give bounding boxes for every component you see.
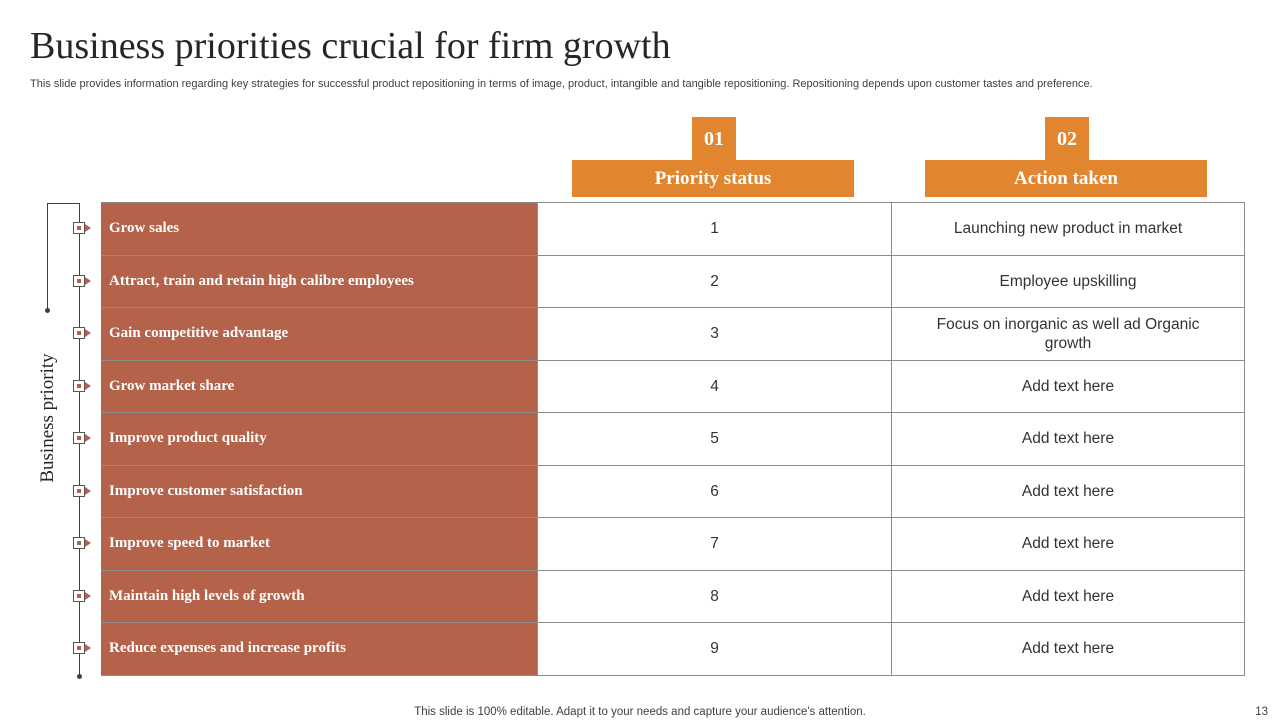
table-row: Reduce expenses and increase profits 9 Add… xyxy=(101,623,1245,676)
table-row: Improve product quality 5 Add text here xyxy=(101,413,1245,466)
table-row: Attract, train and retain high calibre e… xyxy=(101,255,1245,308)
table-row: Maintain high levels of growth 8 Add text … xyxy=(101,570,1245,623)
priority-status: 5 xyxy=(538,413,892,465)
priority-label: Reduce expenses and increase profits xyxy=(101,623,538,675)
timeline-marker-icon xyxy=(73,274,85,287)
marker-arrow-icon xyxy=(85,539,91,548)
action-taken: Add text here xyxy=(892,360,1245,412)
priority-label: Improve customer satisfaction xyxy=(101,465,538,517)
timeline-bracket-vertical xyxy=(47,203,48,310)
priority-status: 6 xyxy=(538,465,892,517)
action-taken: Employee upskilling xyxy=(892,255,1245,307)
column-number-1: 01 xyxy=(691,116,737,162)
marker-arrow-icon xyxy=(85,276,91,285)
priority-label: Grow sales xyxy=(101,203,538,255)
timeline-marker-icon xyxy=(73,537,85,550)
table-row: Grow market share 4 Add text here xyxy=(101,360,1245,413)
priority-label: Improve product quality xyxy=(101,413,538,465)
marker-arrow-icon xyxy=(85,381,91,390)
column-header-action-taken: Action taken xyxy=(925,160,1207,197)
timeline-marker-icon xyxy=(73,379,85,392)
axis-label: Business priority xyxy=(37,353,58,483)
marker-arrow-icon xyxy=(85,434,91,443)
priority-table: Grow sales 1 Launching new product in mark… xyxy=(101,202,1245,676)
timeline-marker-icon xyxy=(73,484,85,497)
priority-status: 8 xyxy=(538,570,892,622)
timeline-bracket xyxy=(47,203,79,204)
priority-label: Grow market share xyxy=(101,360,538,412)
action-taken: Launching new product in market xyxy=(892,203,1245,255)
timeline-marker-icon xyxy=(73,642,85,655)
priority-label: Gain competitive advantage xyxy=(101,308,538,360)
table-row: Grow sales 1 Launching new product in mark… xyxy=(101,203,1245,256)
priority-label: Attract, train and retain high calibre e… xyxy=(101,255,538,307)
action-taken: Add text here xyxy=(892,413,1245,465)
priority-label: Maintain high levels of growth xyxy=(101,570,538,622)
timeline-marker-icon xyxy=(73,327,85,340)
page-subtitle: This slide provides information regardin… xyxy=(30,78,1093,90)
action-taken: Add text here xyxy=(892,518,1245,570)
marker-arrow-icon xyxy=(85,224,91,233)
timeline-marker-icon xyxy=(73,222,85,235)
marker-arrow-icon xyxy=(85,591,91,600)
bracket-end-dot xyxy=(45,308,50,313)
table-row: Gain competitive advantage 3 Focus on inor… xyxy=(101,308,1245,361)
priority-label: Improve speed to market xyxy=(101,518,538,570)
action-taken: Add text here xyxy=(892,570,1245,622)
page-number: 13 xyxy=(1255,706,1268,718)
priority-status: 1 xyxy=(538,203,892,255)
priority-status: 3 xyxy=(538,308,892,360)
action-taken: Add text here xyxy=(892,465,1245,517)
column-header-priority-status: Priority status xyxy=(572,160,854,197)
priority-status: 4 xyxy=(538,360,892,412)
page-title: Business priorities crucial for firm gro… xyxy=(30,25,671,67)
timeline-marker-icon xyxy=(73,432,85,445)
table-row: Improve speed to market 7 Add text here xyxy=(101,518,1245,571)
priority-status: 9 xyxy=(538,623,892,675)
priority-status: 2 xyxy=(538,255,892,307)
marker-arrow-icon xyxy=(85,329,91,338)
marker-arrow-icon xyxy=(85,486,91,495)
timeline-marker-icon xyxy=(73,589,85,602)
timeline-end-dot xyxy=(77,674,82,679)
footer-note: This slide is 100% editable. Adapt it to… xyxy=(414,706,866,718)
action-taken: Focus on inorganic as well ad Organic gr… xyxy=(892,308,1245,360)
column-number-2: 02 xyxy=(1044,116,1090,162)
table-row: Improve customer satisfaction 6 Add text h… xyxy=(101,465,1245,518)
action-taken: Add text here xyxy=(892,623,1245,675)
marker-arrow-icon xyxy=(85,644,91,653)
priority-status: 7 xyxy=(538,518,892,570)
